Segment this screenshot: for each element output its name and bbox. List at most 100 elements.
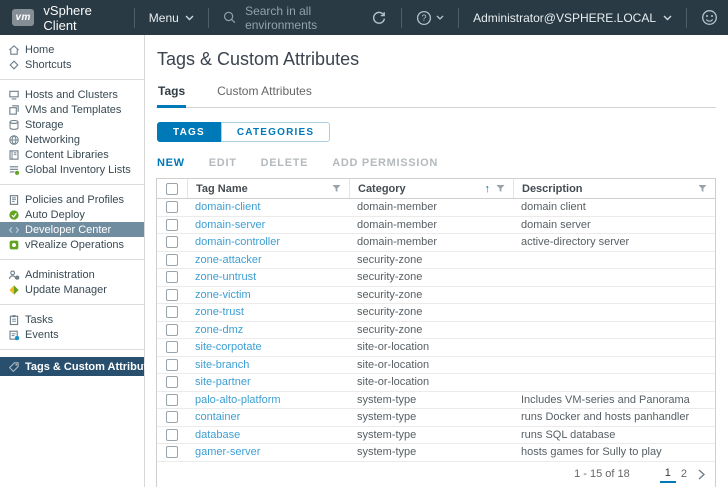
sidebar-item-label: Hosts and Clusters [25, 89, 118, 101]
tab-bar: Tags Custom Attributes [156, 84, 716, 108]
table-row: zone-victim security-zone [157, 287, 715, 305]
sidebar-item-label: vRealize Operations [25, 239, 124, 251]
row-checkbox[interactable] [166, 254, 178, 266]
row-checkbox[interactable] [166, 236, 178, 248]
refresh-button[interactable] [371, 10, 387, 26]
page-button-2[interactable]: 2 [676, 466, 692, 482]
global-search[interactable]: Search in all environments [223, 4, 371, 32]
tag-name-link[interactable]: database [195, 429, 240, 441]
sidebar-item-shortcuts[interactable]: Shortcuts [0, 57, 144, 72]
new-button[interactable]: NEW [157, 157, 185, 169]
tag-name-link[interactable]: site-partner [195, 376, 251, 388]
sidebar-item-events[interactable]: Events [0, 327, 144, 342]
row-checkbox[interactable] [166, 446, 178, 458]
tag-name-link[interactable]: domain-client [195, 201, 260, 213]
description-cell: domain client [521, 201, 586, 213]
tag-name-link[interactable]: zone-attacker [195, 254, 262, 266]
sidebar-item-global-inventory-lists[interactable]: Global Inventory Lists [0, 162, 144, 177]
policies-and-profiles-icon [8, 194, 20, 206]
category-cell: system-type [357, 411, 416, 423]
table-row: domain-client domain-member domain clien… [157, 199, 715, 217]
filter-icon[interactable] [332, 184, 341, 193]
column-header-tag-name[interactable]: Tag Name [187, 179, 349, 198]
tag-name-link[interactable]: site-corpotate [195, 341, 262, 353]
category-cell: security-zone [357, 306, 422, 318]
sidebar-item-update-manager[interactable]: Update Manager [0, 282, 144, 297]
categories-toggle-button[interactable]: CATEGORIES [221, 122, 330, 142]
vms-and-templates-icon [8, 104, 20, 116]
sidebar-item-networking[interactable]: Networking [0, 132, 144, 147]
content-libraries-icon [8, 149, 20, 161]
next-page-button[interactable] [698, 469, 705, 480]
tag-name-link[interactable]: palo-alto-platform [195, 394, 281, 406]
row-checkbox[interactable] [166, 289, 178, 301]
tag-name-link[interactable]: domain-controller [195, 236, 280, 248]
row-checkbox[interactable] [166, 411, 178, 423]
tag-name-link[interactable]: container [195, 411, 240, 423]
tag-name-link[interactable]: zone-dmz [195, 324, 243, 336]
row-checkbox[interactable] [166, 394, 178, 406]
tab-custom-attributes[interactable]: Custom Attributes [216, 84, 313, 107]
row-checkbox[interactable] [166, 376, 178, 388]
row-checkbox[interactable] [166, 201, 178, 213]
sidebar-item-policies-and-profiles[interactable]: Policies and Profiles [0, 192, 144, 207]
menu-button[interactable]: Menu [149, 11, 194, 25]
row-checkbox[interactable] [166, 429, 178, 441]
sidebar-divider [0, 184, 144, 185]
category-cell: security-zone [357, 289, 422, 301]
table-row: gamer-server system-type hosts games for… [157, 444, 715, 462]
update-manager-icon [8, 284, 20, 296]
sidebar-item-label: Tasks [25, 314, 53, 326]
tag-name-link[interactable]: site-branch [195, 359, 249, 371]
add-permission-button[interactable]: ADD PERMISSION [332, 157, 438, 169]
sidebar-item-vms-and-templates[interactable]: VMs and Templates [0, 102, 144, 117]
tag-name-link[interactable]: zone-untrust [195, 271, 256, 283]
sidebar-item-vrealize-operations[interactable]: vRealize Operations [0, 237, 144, 252]
tab-tags[interactable]: Tags [157, 84, 186, 108]
user-menu[interactable]: Administrator@VSPHERE.LOCAL [473, 11, 672, 25]
filter-icon[interactable] [698, 184, 707, 193]
row-checkbox[interactable] [166, 324, 178, 336]
global-inventory-lists-icon [8, 164, 20, 176]
page-button-1[interactable]: 1 [660, 465, 676, 483]
column-label: Category [358, 183, 406, 195]
sidebar-item-label: Storage [25, 119, 64, 131]
delete-button[interactable]: DELETE [261, 157, 309, 169]
home-icon [8, 44, 20, 56]
chevron-down-icon [185, 15, 194, 21]
row-checkbox[interactable] [166, 359, 178, 371]
sidebar-item-developer-center[interactable]: Developer Center [0, 222, 144, 237]
row-checkbox[interactable] [166, 341, 178, 353]
tag-name-link[interactable]: zone-victim [195, 289, 251, 301]
sidebar-item-label: Update Manager [25, 284, 107, 296]
filter-icon[interactable] [496, 184, 505, 193]
divider [686, 8, 687, 28]
edit-button[interactable]: EDIT [209, 157, 237, 169]
sidebar-item-tags-and-custom-attributes[interactable]: Tags & Custom Attributes [0, 357, 144, 376]
divider [134, 8, 135, 28]
tag-name-link[interactable]: domain-server [195, 219, 265, 231]
tags-toggle-button[interactable]: TAGS [157, 122, 221, 142]
sidebar-item-administration[interactable]: Administration [0, 267, 144, 282]
networking-icon [8, 134, 20, 146]
table-row: domain-controller domain-member active-d… [157, 234, 715, 252]
tag-name-link[interactable]: zone-trust [195, 306, 244, 318]
row-checkbox[interactable] [166, 306, 178, 318]
sidebar-item-auto-deploy[interactable]: Auto Deploy [0, 207, 144, 222]
sidebar-item-content-libraries[interactable]: Content Libraries [0, 147, 144, 162]
sidebar-item-hosts-and-clusters[interactable]: Hosts and Clusters [0, 87, 144, 102]
select-all-checkbox[interactable] [166, 183, 178, 195]
tag-name-link[interactable]: gamer-server [195, 446, 260, 458]
help-menu[interactable]: ? [416, 10, 444, 26]
sidebar-item-storage[interactable]: Storage [0, 117, 144, 132]
row-checkbox[interactable] [166, 219, 178, 231]
divider [458, 8, 459, 28]
main-content: Tags & Custom Attributes Tags Custom Att… [145, 35, 728, 487]
column-header-category[interactable]: Category ↑ [349, 179, 513, 198]
sidebar-item-home[interactable]: Home [0, 42, 144, 57]
row-checkbox[interactable] [166, 271, 178, 283]
refresh-icon [371, 10, 387, 26]
sidebar-item-tasks[interactable]: Tasks [0, 312, 144, 327]
feedback-button[interactable] [701, 9, 718, 26]
column-header-description[interactable]: Description [513, 179, 715, 198]
